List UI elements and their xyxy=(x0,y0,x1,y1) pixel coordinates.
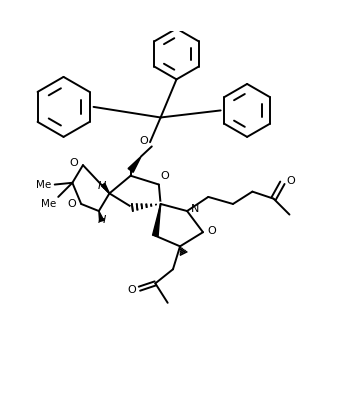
Text: N: N xyxy=(191,204,200,214)
Text: O: O xyxy=(161,171,169,181)
Polygon shape xyxy=(99,211,104,222)
Text: Me: Me xyxy=(36,180,51,190)
Text: Me: Me xyxy=(41,199,56,209)
Polygon shape xyxy=(152,204,161,236)
Text: O: O xyxy=(127,286,136,295)
Text: O: O xyxy=(139,137,148,146)
Text: H: H xyxy=(97,181,106,191)
Polygon shape xyxy=(101,183,109,193)
Text: O: O xyxy=(67,199,76,209)
Text: O: O xyxy=(286,176,295,186)
Text: O: O xyxy=(69,159,78,168)
Text: H: H xyxy=(98,215,107,225)
Polygon shape xyxy=(128,156,141,172)
Text: O: O xyxy=(207,226,216,236)
